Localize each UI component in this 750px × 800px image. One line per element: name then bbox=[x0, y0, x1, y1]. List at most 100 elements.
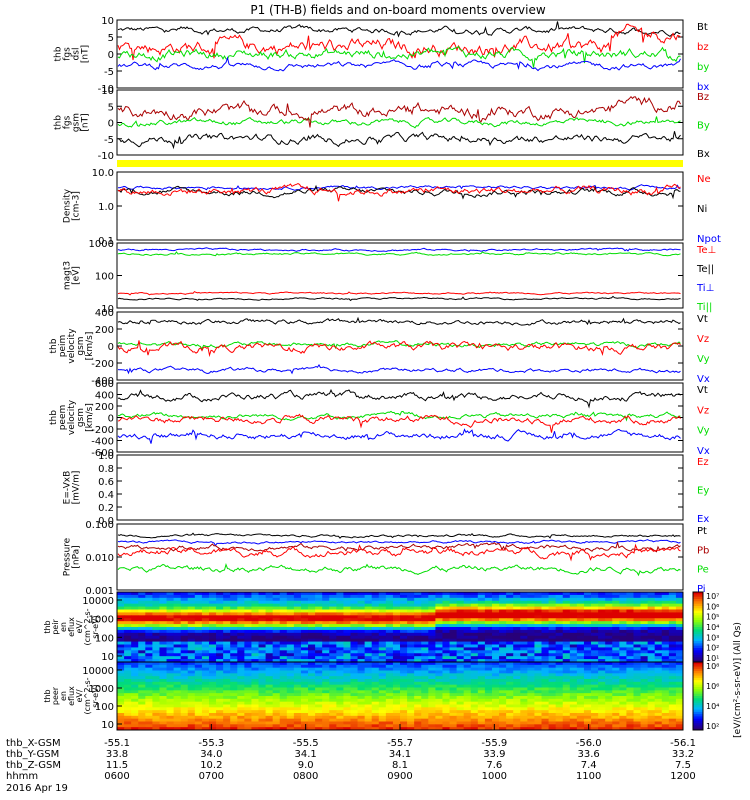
spectrogram-cell bbox=[491, 615, 500, 619]
spectrogram-cell bbox=[484, 721, 493, 725]
spectrogram-cell bbox=[633, 609, 641, 613]
spectrogram-cell bbox=[194, 707, 203, 711]
spectrogram-cell bbox=[343, 600, 351, 605]
spectrogram-cell bbox=[392, 618, 401, 622]
spectrogram-cell bbox=[308, 681, 316, 686]
spectrogram-cell bbox=[640, 635, 649, 640]
spectrogram-cell bbox=[506, 687, 514, 691]
spectrogram-cell bbox=[131, 600, 139, 605]
legend-entry: Npot bbox=[697, 234, 721, 245]
spectrogram-cell bbox=[435, 609, 443, 613]
spectrogram-cell bbox=[484, 618, 493, 622]
spectrogram-cell bbox=[159, 615, 167, 619]
spectrogram-cell bbox=[456, 600, 465, 605]
spectrogram-cell bbox=[534, 641, 542, 645]
spectrogram-cell bbox=[449, 632, 458, 637]
spectrogram-cell bbox=[421, 713, 429, 717]
spectrogram-cell bbox=[449, 615, 458, 619]
spectrogram-cell bbox=[598, 641, 606, 645]
spectrogram-cell bbox=[456, 644, 465, 648]
spectrogram-cell bbox=[520, 638, 528, 642]
spectrogram-cell bbox=[216, 621, 224, 625]
spectrogram-cell bbox=[527, 696, 535, 700]
spectrogram-cell bbox=[506, 679, 514, 683]
spectrogram-cell bbox=[350, 609, 358, 613]
spectrogram-cell bbox=[499, 710, 507, 714]
spectrogram-cell bbox=[407, 684, 415, 688]
spectrogram-cell bbox=[244, 696, 252, 700]
spectrogram-cell bbox=[117, 710, 125, 714]
spectrogram-cell bbox=[329, 647, 337, 651]
spectrogram-cell bbox=[647, 647, 656, 651]
spectrogram-cell bbox=[364, 713, 373, 717]
spectrogram-cell bbox=[534, 656, 542, 660]
spectrogram-cell bbox=[117, 664, 125, 669]
spectrogram-cell bbox=[626, 644, 634, 648]
axis-row-value: 1200 bbox=[670, 771, 695, 782]
spectrogram-cell bbox=[194, 698, 203, 703]
colorbar-step bbox=[693, 716, 703, 720]
spectrogram-cell bbox=[237, 638, 245, 642]
spectrogram-cell bbox=[435, 713, 443, 717]
spectrogram-cell bbox=[322, 704, 330, 708]
y-axis-label: thb bbox=[43, 620, 52, 633]
spectrogram-cell bbox=[541, 627, 549, 631]
spectrogram-cell bbox=[279, 627, 288, 631]
spectrogram-cell bbox=[640, 653, 649, 657]
spectrogram-cell bbox=[654, 670, 663, 674]
axis-row-value: 0700 bbox=[199, 771, 224, 782]
spectrogram-cell bbox=[117, 656, 125, 660]
spectrogram-cell bbox=[548, 609, 557, 613]
spectrogram-cell bbox=[421, 693, 429, 697]
spectrogram-cell bbox=[442, 647, 450, 651]
spectrogram-cell bbox=[484, 659, 493, 663]
spectrogram-cell bbox=[400, 664, 408, 669]
spectrogram-cell bbox=[527, 701, 535, 705]
spectrogram-cell bbox=[293, 621, 302, 625]
spectrogram-cell bbox=[329, 684, 337, 688]
spectrogram-cell bbox=[286, 701, 295, 705]
spectrogram-cell bbox=[591, 684, 599, 688]
spectrogram-cell bbox=[605, 597, 613, 602]
spectrogram-cell bbox=[555, 592, 564, 596]
spectrogram-cell bbox=[548, 664, 557, 669]
spectrogram-cell bbox=[166, 618, 175, 622]
legend-entry: Ey bbox=[697, 486, 709, 497]
spectrogram-cell bbox=[194, 693, 203, 697]
y-tick-label: 1000 bbox=[89, 615, 114, 626]
spectrogram-cell bbox=[208, 641, 217, 645]
spectrogram-cell bbox=[251, 635, 259, 640]
spectrogram-cell bbox=[647, 696, 656, 700]
spectrogram-cell bbox=[470, 635, 479, 640]
spectrogram-cell bbox=[308, 594, 316, 599]
spectrogram-cell bbox=[336, 612, 344, 616]
spectrogram-cell bbox=[619, 670, 627, 674]
spectrogram-cell bbox=[640, 679, 649, 683]
spectrogram-cell bbox=[159, 621, 167, 625]
colorbar-tick-label: 10³ bbox=[706, 633, 719, 642]
spectrogram-cell bbox=[385, 632, 394, 637]
spectrogram-cell bbox=[244, 684, 252, 688]
spectrogram-cell bbox=[159, 679, 167, 683]
spectrogram-cell bbox=[124, 718, 132, 722]
spectrogram-cell bbox=[216, 594, 224, 599]
spectrogram-cell bbox=[371, 650, 380, 654]
spectrogram-cell bbox=[576, 679, 585, 683]
spectrogram-cell bbox=[598, 662, 606, 666]
spectrogram-cell bbox=[357, 627, 366, 631]
spectrogram-cell bbox=[647, 615, 656, 619]
spectrogram-cell bbox=[145, 592, 153, 596]
spectrogram-cell bbox=[180, 600, 189, 605]
spectrogram-cell bbox=[315, 603, 323, 607]
spectrogram-cell bbox=[208, 612, 217, 616]
y-tick-label: 0 bbox=[108, 342, 114, 353]
spectrogram-cell bbox=[357, 615, 366, 619]
spectrogram-cell bbox=[647, 609, 656, 613]
spectrogram-cell bbox=[336, 600, 344, 605]
spectrogram-cell bbox=[371, 647, 380, 651]
spectrogram-cell bbox=[633, 621, 641, 625]
spectrogram-cell bbox=[258, 624, 266, 628]
spectrogram-cell bbox=[272, 662, 281, 666]
spectrogram-cell bbox=[506, 664, 514, 669]
spectrogram-cell bbox=[216, 704, 224, 708]
